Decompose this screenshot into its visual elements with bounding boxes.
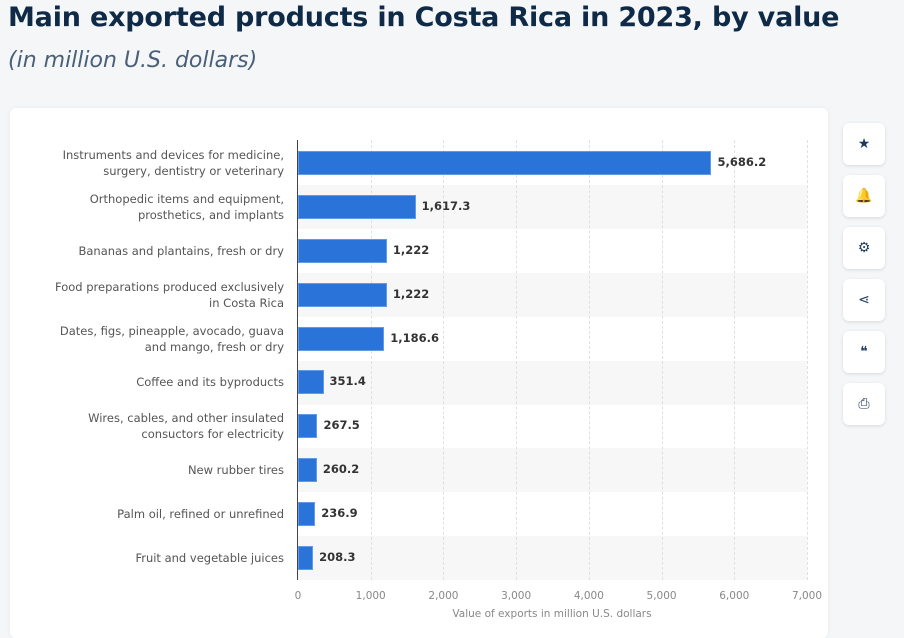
- gridline: [588, 140, 590, 580]
- category-label-line: Instruments and devices for medicine,: [62, 147, 284, 162]
- category-label-line: surgery, dentistry or veterinary: [103, 163, 284, 178]
- x-tick-label: 0: [294, 590, 302, 602]
- bar[interactable]: [298, 502, 316, 527]
- bell-button[interactable]: 🔔: [843, 175, 885, 217]
- data-label: 5,686.2: [717, 154, 767, 169]
- share-icon: ⋖: [858, 292, 870, 308]
- category-label-line: prosthetics, and implants: [137, 207, 284, 222]
- category-label-line: Palm oil, refined or unrefined: [117, 507, 284, 522]
- data-label: 267.5: [323, 418, 360, 433]
- x-tick-label: 4,000: [573, 590, 604, 602]
- x-tick-label: 7,000: [791, 590, 823, 602]
- bar[interactable]: [298, 194, 416, 219]
- row-band: [298, 536, 807, 581]
- category-label-line: Bananas and plantains, fresh or dry: [78, 243, 284, 258]
- chart-subtitle: (in million U.S. dollars): [8, 48, 258, 73]
- print-button[interactable]: ⎙: [843, 383, 885, 425]
- category-label-line: New rubber tires: [187, 463, 284, 478]
- data-label: 236.9: [321, 506, 358, 521]
- category-label: Dates, figs, pineapple, avocado, guava an…: [14, 323, 284, 355]
- category-label: Instruments and devices for medicine, sur…: [14, 147, 284, 179]
- share-button[interactable]: ⋖: [843, 279, 885, 321]
- y-axis-line: [297, 140, 298, 580]
- x-tick-label: 3,000: [501, 590, 532, 602]
- category-label-line: Fruit and vegetable juices: [135, 551, 284, 566]
- bar[interactable]: [298, 326, 385, 351]
- chart-title: Main exported products in Costa Rica in …: [8, 2, 840, 33]
- gear-icon: ⚙: [857, 240, 871, 256]
- gridline: [443, 140, 445, 580]
- category-label-line: Coffee and its byproducts: [136, 375, 284, 390]
- data-label: 1,186.6: [390, 330, 440, 345]
- data-label: 260.2: [322, 462, 360, 477]
- category-label-line: Dates, figs, pineapple, avocado, guava: [59, 323, 284, 338]
- gridline: [370, 140, 372, 580]
- data-label: 1,222: [392, 286, 430, 301]
- x-tick-label: 2,000: [428, 590, 459, 602]
- category-label: New rubber tires: [14, 462, 284, 478]
- x-axis-label: Value of exports in million U.S. dollars: [452, 608, 652, 620]
- x-tick-label: 5,000: [646, 590, 677, 602]
- row-band: [298, 360, 807, 405]
- bar[interactable]: [298, 282, 387, 307]
- bell-icon: 🔔: [855, 188, 873, 204]
- category-label-line: Orthopedic items and equipment,: [89, 191, 284, 206]
- category-label: Coffee and its byproducts: [14, 374, 284, 390]
- quote-icon: ❝: [860, 344, 868, 360]
- category-label-line: Food preparations produced exclusively: [55, 279, 284, 294]
- category-label: Bananas and plantains, fresh or dry: [14, 243, 284, 259]
- bar[interactable]: [298, 546, 314, 571]
- bar[interactable]: [298, 150, 712, 175]
- gridline: [807, 140, 808, 580]
- category-label: Palm oil, refined or unrefined: [14, 506, 284, 522]
- bar[interactable]: [298, 414, 318, 439]
- bar[interactable]: [298, 238, 387, 263]
- category-label: Wires, cables, and other insulated consuc…: [14, 410, 284, 442]
- gridline: [516, 140, 518, 580]
- bar[interactable]: [298, 370, 324, 395]
- category-label-line: in Costa Rica: [209, 295, 284, 310]
- gridline: [661, 140, 663, 580]
- gear-button[interactable]: ⚙: [843, 227, 885, 269]
- category-label: Fruit and vegetable juices: [14, 550, 284, 566]
- category-label-line: consuctors for electricity: [141, 427, 284, 442]
- star-button[interactable]: ★: [843, 123, 885, 165]
- data-label: 1,222: [392, 242, 430, 257]
- data-label: 208.3: [319, 550, 356, 565]
- row-band: [298, 448, 807, 493]
- x-tick-label: 6,000: [719, 590, 750, 602]
- data-label: 351.4: [329, 374, 366, 389]
- bar[interactable]: [298, 458, 317, 483]
- x-tick-label: 1,000: [355, 590, 386, 602]
- data-label: 1,617.3: [421, 198, 471, 213]
- category-label: Orthopedic items and equipment, prostheti…: [14, 191, 284, 223]
- quote-button[interactable]: ❝: [843, 331, 885, 373]
- star-icon: ★: [857, 136, 871, 152]
- print-icon: ⎙: [858, 396, 870, 412]
- gridline: [734, 140, 736, 580]
- category-label-line: Wires, cables, and other insulated: [88, 411, 284, 426]
- category-label: Food preparations produced exclusively in…: [14, 279, 284, 311]
- category-label-line: and mango, fresh or dry: [144, 339, 284, 354]
